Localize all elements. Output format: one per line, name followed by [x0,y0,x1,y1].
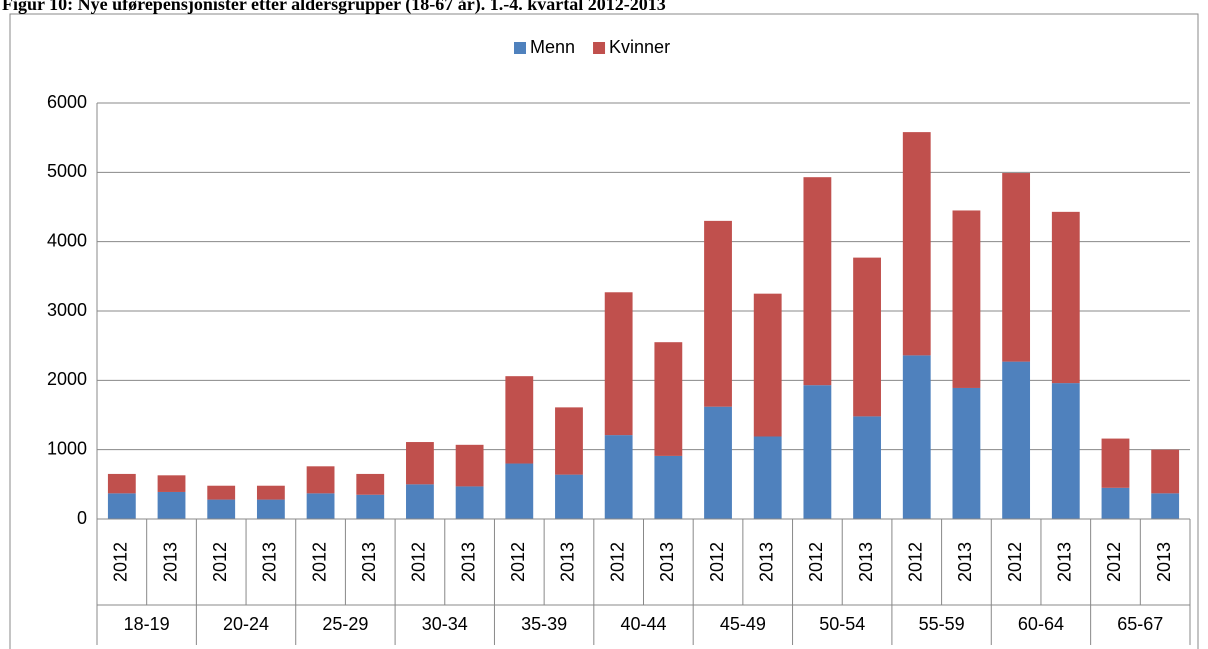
bar [1051,383,1080,519]
x-tick-label: 2013 [260,542,280,582]
x-tick-label: 2013 [756,542,776,582]
bar [107,473,136,494]
group-label: 30-34 [422,614,468,634]
bar [604,435,633,519]
x-tick-label: 2013 [955,542,975,582]
bar [157,491,186,519]
bar [753,293,782,437]
bar [1002,173,1031,362]
bar [256,499,285,519]
legend-label: Menn [530,37,575,57]
x-tick-label: 2012 [210,542,230,582]
y-tick-label: 1000 [47,438,87,458]
bar [555,407,583,475]
bar [704,406,732,519]
legend-swatch [593,42,606,54]
y-tick-label: 5000 [47,161,87,181]
bar [952,387,981,519]
bar [455,486,484,519]
bar [704,220,732,407]
bar [107,493,136,519]
legend-swatch [514,42,526,54]
bar [853,416,881,519]
y-tick-label: 6000 [47,92,87,112]
x-tick-label: 2012 [707,542,727,582]
bar [654,455,683,519]
bar [256,485,285,500]
bar [654,342,683,456]
y-tick-label: 4000 [47,230,87,250]
x-tick-label: 2012 [409,542,429,582]
bar [1002,361,1031,519]
chart-title: Figur 10: Nye uførepensjonister etter al… [2,0,666,15]
bar [1151,493,1180,519]
bar [803,385,832,519]
bar [1151,449,1180,494]
bar [356,473,385,495]
x-tick-label: 2013 [856,542,876,582]
group-label: 20-24 [223,614,269,634]
group-label: 65-67 [1117,614,1163,634]
x-tick-label: 2013 [558,542,578,582]
x-tick-label: 2013 [1055,542,1075,582]
bar [902,355,931,519]
group-label: 60-64 [1018,614,1064,634]
x-tick-label: 2013 [1154,542,1174,582]
bar [207,499,236,519]
x-tick-label: 2012 [906,542,926,582]
bar [1101,487,1130,519]
bar [1051,211,1080,384]
bar [406,484,434,519]
bar [406,442,434,485]
x-tick-label: 2012 [607,542,627,582]
bar [157,475,186,492]
bar [952,210,981,388]
y-tick-label: 0 [77,508,87,528]
bar [505,376,534,464]
x-tick-label: 2013 [657,542,677,582]
x-tick-label: 2012 [1104,542,1124,582]
bar [1101,438,1130,488]
group-label: 35-39 [521,614,567,634]
group-label: 18-19 [124,614,170,634]
x-tick-label: 2012 [806,542,826,582]
group-label: 55-59 [919,614,965,634]
x-tick-label: 2012 [1005,542,1025,582]
bar [505,463,534,519]
x-tick-label: 2013 [160,542,180,582]
bar [753,436,782,519]
bar [356,494,385,519]
bar [555,474,583,519]
bar [455,444,484,487]
y-tick-label: 3000 [47,300,87,320]
bar [306,493,335,519]
chart-border [9,13,1199,649]
bar [306,466,335,494]
group-label: 45-49 [720,614,766,634]
bar [604,292,633,436]
x-tick-label: 2012 [111,542,131,582]
group-label: 50-54 [819,614,865,634]
bar [803,177,832,386]
y-tick-label: 2000 [47,369,87,389]
x-tick-label: 2012 [508,542,528,582]
x-tick-label: 2012 [309,542,329,582]
bar [853,257,881,417]
bar [207,485,236,500]
group-label: 25-29 [322,614,368,634]
x-tick-label: 2013 [458,542,478,582]
x-tick-label: 2013 [359,542,379,582]
legend-label: Kvinner [609,37,670,57]
bar [902,132,931,356]
group-label: 40-44 [620,614,666,634]
